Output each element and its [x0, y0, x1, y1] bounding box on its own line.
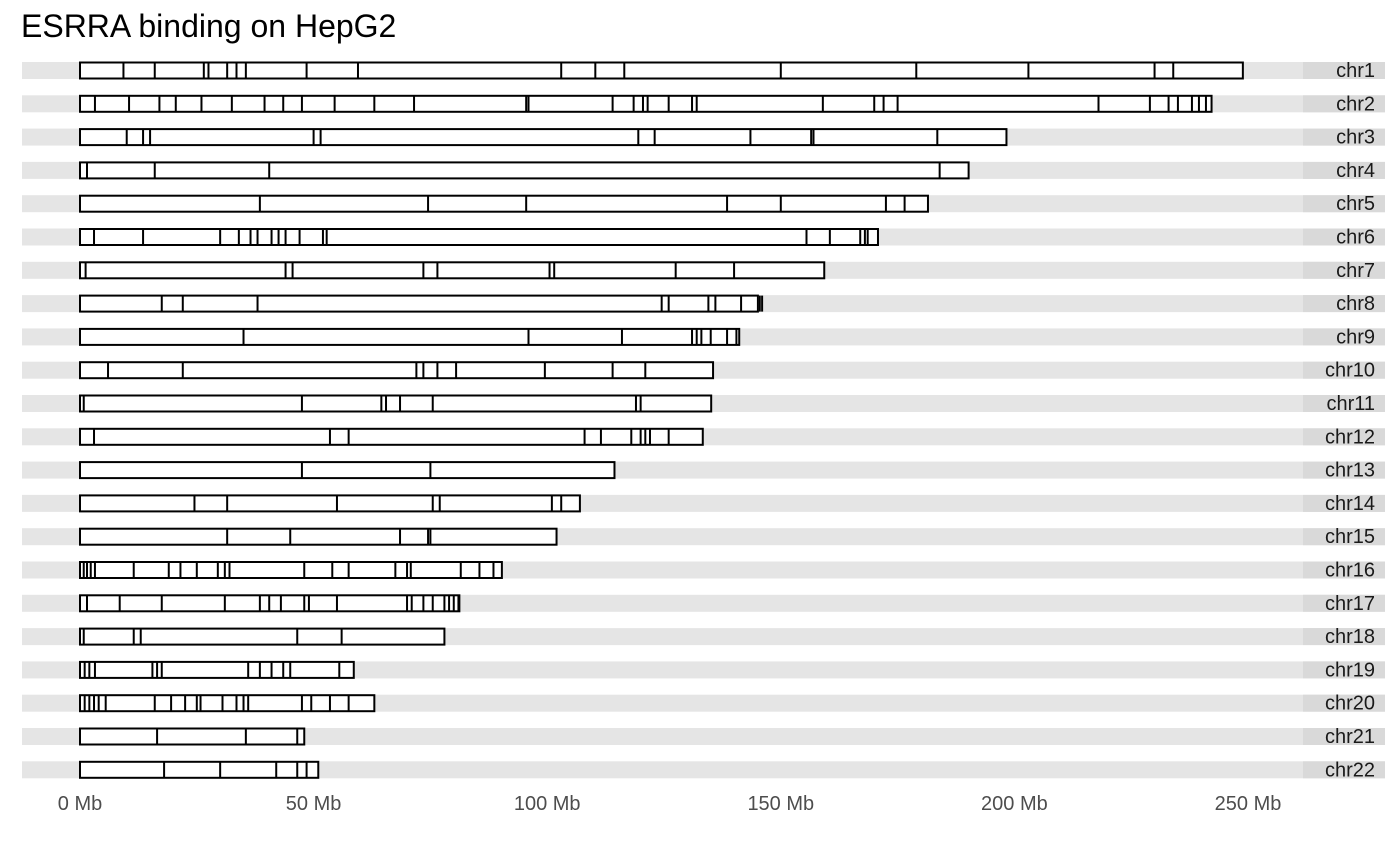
- strip-chr19: [22, 661, 1385, 679]
- label-panel-chr10: [1303, 361, 1385, 379]
- label-panel-chr6: [1303, 228, 1385, 246]
- label-panel-chr18: [1303, 628, 1385, 646]
- chromosome-labels: chr1 chr2 chr3 chr4 chr5 chr6 chr7 chr8 chr9 chr1…: [1325, 60, 1375, 781]
- chromosome-bar-chr12: [79, 427, 704, 446]
- chromosome-bar-chr15: [79, 527, 558, 546]
- chromosome-label-chr3: chr3: [1336, 127, 1375, 149]
- label-panel-chr8: [1303, 295, 1385, 313]
- label-panel-chr16: [1303, 561, 1385, 579]
- chromosome-bar-chr22: [79, 760, 320, 779]
- chromosome-label-chr14: chr14: [1325, 493, 1375, 515]
- label-panel-chr22: [1303, 761, 1385, 779]
- label-panel-chr5: [1303, 195, 1385, 213]
- chromosome-label-chr13: chr13: [1325, 460, 1375, 482]
- chromosome-label-chr8: chr8: [1336, 293, 1375, 315]
- x-tick-label-5: 250 Mb: [1215, 793, 1282, 815]
- chromosome-bar-chr9: [79, 327, 741, 346]
- label-panel-chr19: [1303, 661, 1385, 679]
- x-tick-label-3: 150 Mb: [747, 793, 814, 815]
- chromosome-label-chr10: chr10: [1325, 360, 1375, 382]
- chromosome-label-chr2: chr2: [1336, 93, 1375, 115]
- label-panel-chr9: [1303, 328, 1385, 346]
- chromosome-label-chr1: chr1: [1336, 60, 1375, 82]
- chromosome-bars: [79, 61, 1244, 779]
- chromosome-label-chr11: chr11: [1326, 393, 1375, 415]
- x-tick-label-1: 50 Mb: [286, 793, 342, 815]
- chromosome-label-chr15: chr15: [1325, 526, 1375, 548]
- label-panel-chr14: [1303, 494, 1385, 512]
- chromosome-label-chr20: chr20: [1325, 693, 1375, 715]
- chromosome-label-chr21: chr21: [1325, 726, 1375, 748]
- chromosome-bar-chr18: [79, 627, 446, 646]
- label-panel-chr13: [1303, 461, 1385, 479]
- chromosome-label-chr22: chr22: [1325, 759, 1375, 781]
- chromosome-bar-chr13: [79, 461, 616, 480]
- label-panel-chr4: [1303, 161, 1385, 179]
- strip-chr22: [22, 761, 1385, 779]
- x-tick-label-0: 0 Mb: [58, 793, 102, 815]
- chromosome-bar-chr7: [79, 261, 826, 280]
- chromosome-bar-chr20: [79, 694, 376, 713]
- chromosome-label-chr19: chr19: [1325, 659, 1375, 681]
- x-axis: 0 Mb 50 Mb 100 Mb 150 Mb 200 Mb 250 Mb: [58, 793, 1282, 815]
- chromosome-bar-chr2: [79, 94, 1213, 113]
- label-panel-chr2: [1303, 95, 1385, 113]
- chromosome-bar-chr21: [79, 727, 306, 746]
- chromosome-label-chr9: chr9: [1336, 326, 1375, 348]
- x-tick-label-4: 200 Mb: [981, 793, 1048, 815]
- label-panel-chr17: [1303, 594, 1385, 612]
- chromosome-label-chr6: chr6: [1336, 227, 1375, 249]
- chromosome-label-chr5: chr5: [1336, 193, 1375, 215]
- chromosome-label-chr17: chr17: [1325, 593, 1375, 615]
- chromosome-label-chr12: chr12: [1325, 426, 1375, 448]
- label-panel-chr21: [1303, 728, 1385, 745]
- chromosome-bar-chr3: [79, 128, 1008, 147]
- x-tick-label-2: 100 Mb: [514, 793, 581, 815]
- chromosome-label-chr4: chr4: [1336, 160, 1375, 182]
- chromosome-bar-chr16: [79, 561, 503, 579]
- chromosome-bar-chr5: [79, 194, 929, 213]
- chromosome-bar-chr1: [79, 61, 1244, 80]
- label-panel-chr20: [1303, 694, 1385, 712]
- chromosome-bar-chr19: [79, 660, 355, 679]
- chromosome-bar-chr10: [79, 361, 715, 380]
- chromosome-bar-chr6: [79, 228, 879, 246]
- strip-chr21: [22, 728, 1385, 745]
- chromosome-bar-chr4: [79, 161, 970, 180]
- label-panel-chr11: [1303, 395, 1385, 412]
- chromosome-bar-chr14: [79, 494, 581, 513]
- label-panel-chr12: [1303, 428, 1385, 446]
- label-panel-chr15: [1303, 528, 1385, 546]
- chromosome-bar-chr8: [79, 294, 759, 313]
- chromosome-label-chr16: chr16: [1325, 560, 1375, 582]
- label-panel-chr7: [1303, 261, 1385, 279]
- chromosome-bar-chr11: [79, 394, 713, 413]
- chromosome-label-chr7: chr7: [1336, 260, 1375, 282]
- label-panel-chr3: [1303, 128, 1385, 146]
- chromosome-label-chr18: chr18: [1325, 626, 1375, 648]
- label-panel-chr1: [1303, 62, 1385, 79]
- chart-title: ESRRA binding on HepG2: [21, 8, 397, 44]
